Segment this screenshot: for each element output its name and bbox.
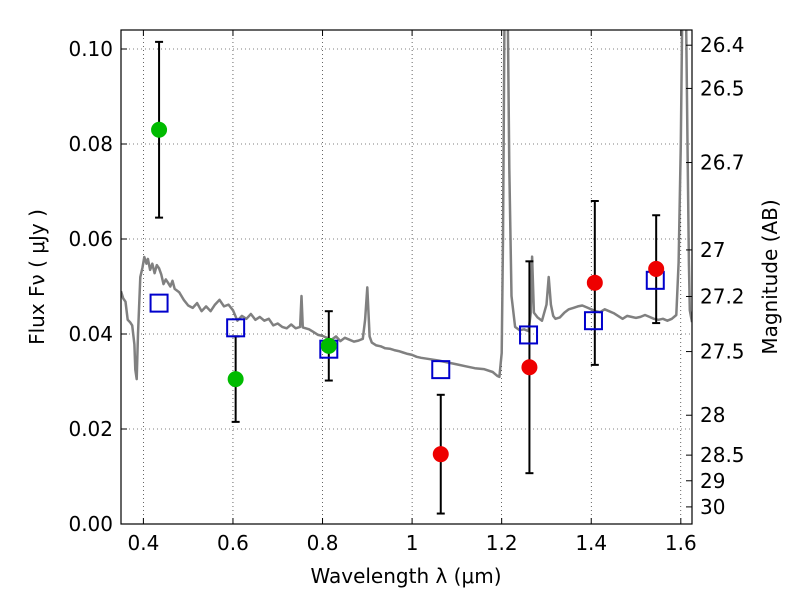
right-tick-label: 30	[700, 495, 725, 519]
right-axis-label: Magnitude (AB)	[758, 199, 782, 354]
x-axis-ticks: 0.4 0.6 0.8 1 1.2 1.4 1.6	[127, 30, 697, 555]
model-square-marker	[431, 360, 451, 380]
x-tick-label: 1	[406, 531, 419, 555]
y-tick-label: 0.10	[68, 37, 113, 61]
right-tick-label: 28	[700, 403, 725, 427]
x-tick-label: 1.4	[575, 531, 607, 555]
y-tick-label: 0.06	[68, 227, 113, 251]
plot-background	[121, 30, 692, 524]
right-tick-label: 27.5	[700, 340, 745, 364]
model-square-marker	[149, 293, 169, 313]
right-tick-label: 29	[700, 469, 725, 493]
y-tick-label: 0.00	[68, 512, 113, 536]
y-tick-label: 0.08	[68, 132, 113, 156]
right-tick-label: 26.4	[700, 33, 745, 57]
data-point-marker	[151, 121, 168, 138]
right-tick-label: 27	[700, 238, 725, 262]
y-axis-label: Flux Fν ( μJy )	[25, 209, 49, 345]
data-point-marker	[320, 337, 337, 354]
y-axis-ticks: 0.00 0.02 0.04 0.06 0.08 0.10	[68, 37, 127, 536]
right-tick-label: 27.2	[700, 284, 745, 308]
data-point-marker	[648, 260, 665, 277]
right-tick-label: 28.5	[700, 443, 745, 467]
x-tick-label: 0.8	[307, 531, 339, 555]
data-point-marker	[432, 446, 449, 463]
y-tick-label: 0.04	[68, 322, 113, 346]
data-point-marker	[521, 359, 538, 376]
x-tick-label: 0.4	[127, 531, 159, 555]
x-tick-label: 0.6	[217, 531, 249, 555]
x-axis-label: Wavelength λ (μm)	[310, 564, 501, 588]
y-tick-label: 0.02	[68, 417, 113, 441]
right-tick-label: 26.7	[700, 151, 745, 175]
data-markers	[149, 121, 665, 463]
model-square-marker	[583, 311, 603, 331]
model-square-marker	[519, 325, 539, 345]
plot-frame	[120, 29, 693, 525]
model-square-marker	[226, 318, 246, 338]
x-tick-label: 1.6	[665, 531, 697, 555]
x-tick-label: 1.2	[486, 531, 518, 555]
data-point-marker	[227, 371, 244, 388]
data-point-marker	[586, 274, 603, 291]
right-tick-label: 26.5	[700, 76, 745, 100]
